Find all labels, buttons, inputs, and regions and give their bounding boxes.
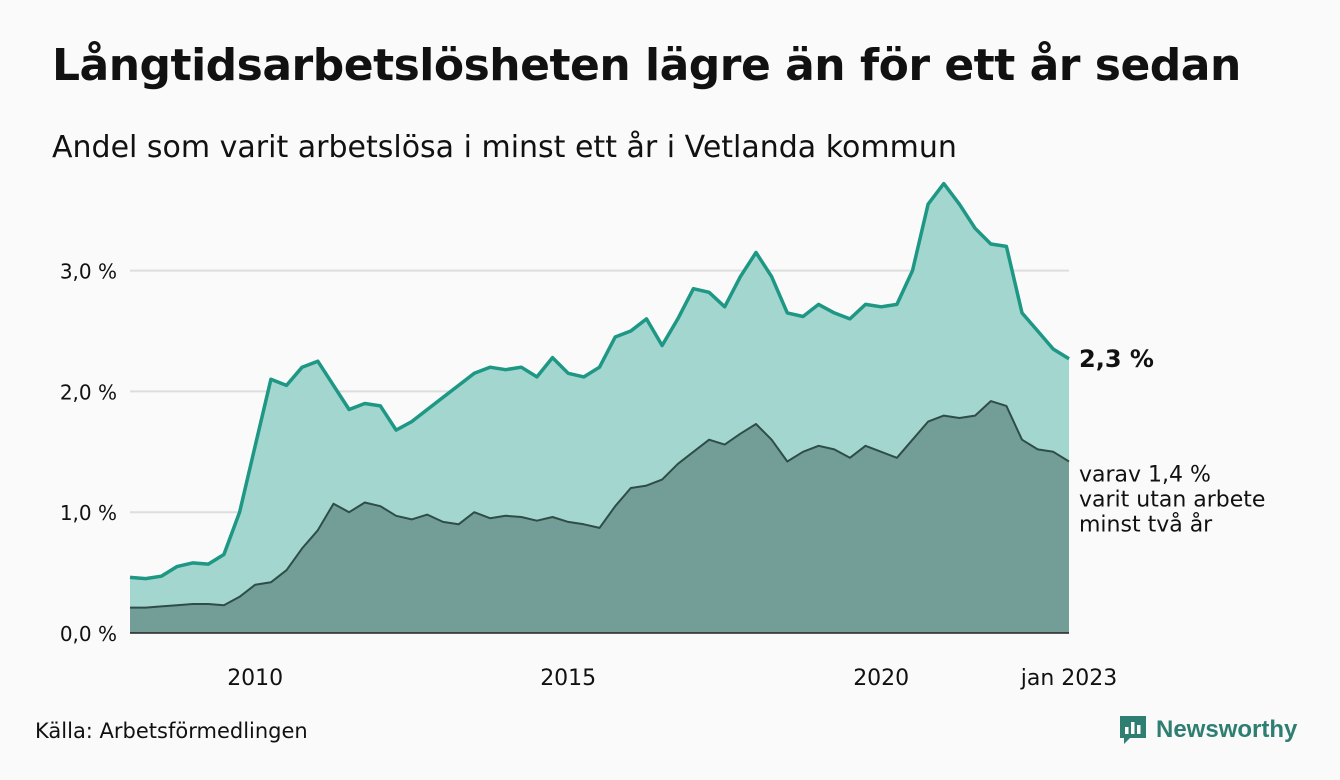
series-two-years-end-label-line3: minst två år <box>1079 511 1213 537</box>
area-chart: 0,0 % 1,0 % 2,0 % 3,0 % 2010 2015 2020 jan 202… <box>60 181 1265 691</box>
x-tick-label: 2020 <box>853 666 909 691</box>
chart-subtitle: Andel som varit arbetslösa i minst ett å… <box>52 130 957 165</box>
series-long-end-label: 2,3 % <box>1079 345 1154 373</box>
series-two-years-area <box>130 401 1069 633</box>
series-two-years-end-label-line1: varav 1,4 % <box>1079 462 1211 487</box>
y-tick-label: 3,0 % <box>60 260 117 284</box>
y-tick-label: 0,0 % <box>60 622 117 646</box>
series-two-years-line <box>130 400 1070 609</box>
series-long-line <box>129 181 1070 581</box>
y-axis-ticks: 0,0 % 1,0 % 2,0 % 3,0 % <box>60 260 117 646</box>
source-note: Källa: Arbetsförmedlingen <box>35 719 308 743</box>
x-tick-label: jan 2023 <box>1020 666 1118 691</box>
chart-title: Långtidsarbetslösheten lägre än för ett … <box>52 40 1241 91</box>
series-two-years-end-label-line2: varit utan arbete <box>1079 487 1265 512</box>
x-axis-ticks: 2010 2015 2020 jan 2023 <box>227 666 1117 691</box>
brand-name: Newsworthy <box>1156 716 1298 743</box>
x-tick-label: 2015 <box>540 666 596 691</box>
x-tick-label: 2010 <box>227 666 283 691</box>
y-tick-label: 2,0 % <box>60 380 117 404</box>
newsworthy-logo-icon <box>1120 716 1146 744</box>
y-tick-label: 1,0 % <box>60 501 117 525</box>
brand-logo: Newsworthy <box>1118 714 1297 746</box>
